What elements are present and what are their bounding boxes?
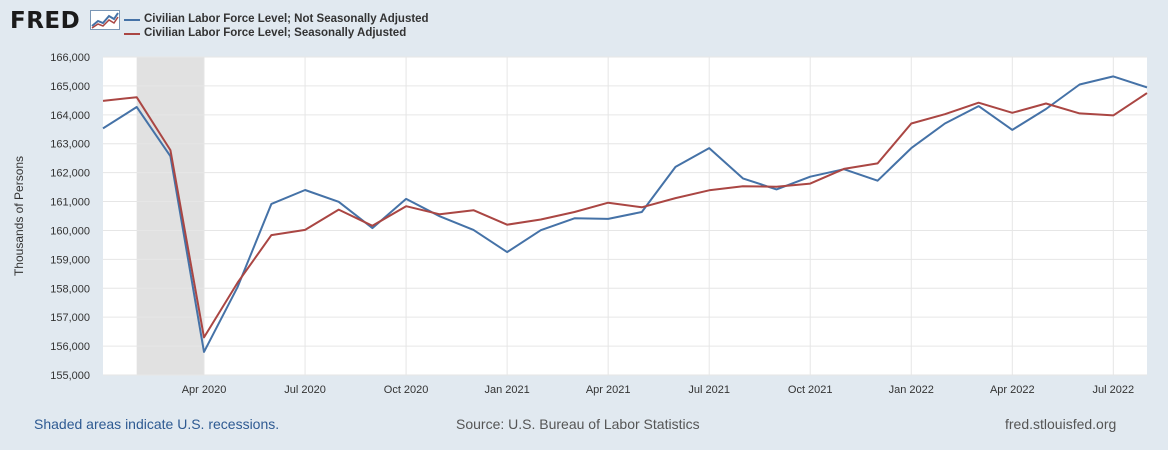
recession-note: Shaded areas indicate U.S. recessions. <box>34 416 280 432</box>
y-tick-label: 160,000 <box>50 225 90 237</box>
x-tick-label: Apr 2022 <box>990 384 1035 396</box>
recession-shading <box>136 57 205 375</box>
gridlines <box>103 56 1147 376</box>
site-link[interactable]: fred.stlouisfed.org <box>1005 416 1117 432</box>
x-tick-label: Oct 2020 <box>384 384 429 396</box>
y-tick-label: 162,000 <box>50 168 90 180</box>
x-tick-label: Apr 2021 <box>586 384 631 396</box>
legend-label-sa: Civilian Labor Force Level; Seasonally A… <box>144 27 407 39</box>
y-axis-title: Thousands of Persons <box>12 156 26 276</box>
source-note: Source: U.S. Bureau of Labor Statistics <box>456 416 700 432</box>
x-tick-label: Oct 2021 <box>788 384 833 396</box>
y-tick-label: 158,000 <box>50 283 90 295</box>
x-axis-ticks: Apr 2020 Jul 2020 Oct 2020 Jan 2021 Apr 2021… <box>182 384 1134 396</box>
series-line-0[interactable] <box>102 75 1148 353</box>
x-tick-label: Jan 2021 <box>484 384 529 396</box>
y-tick-label: 157,000 <box>50 312 90 324</box>
y-tick-label: 161,000 <box>50 197 90 209</box>
legend-item-nsa[interactable]: Civilian Labor Force Level; Not Seasonal… <box>124 12 429 26</box>
fred-logo-text: FRED <box>10 8 81 34</box>
x-tick-label: Apr 2020 <box>182 384 227 396</box>
y-tick-label: 159,000 <box>50 254 90 266</box>
y-tick-label: 155,000 <box>50 370 90 382</box>
y-tick-label: 166,000 <box>50 52 90 64</box>
legend-item-sa[interactable]: Civilian Labor Force Level; Seasonally A… <box>124 26 429 40</box>
series-line-1[interactable] <box>102 92 1148 339</box>
recession-band-0 <box>136 57 205 375</box>
x-tick-label: Jan 2022 <box>889 384 934 396</box>
chart-legend: Civilian Labor Force Level; Not Seasonal… <box>124 12 429 40</box>
legend-swatch-sa <box>124 33 140 35</box>
x-tick-label: Jul 2021 <box>688 384 730 396</box>
x-tick-label: Jul 2022 <box>1093 384 1135 396</box>
x-tick-label: Jul 2020 <box>284 384 326 396</box>
y-tick-label: 165,000 <box>50 81 90 93</box>
legend-swatch-nsa <box>124 19 140 21</box>
data-series <box>102 75 1148 353</box>
y-axis-ticks: 155,000 156,000 157,000 158,000 159,000 160,0… <box>50 52 90 382</box>
y-tick-label: 163,000 <box>50 139 90 151</box>
trend-graph-icon <box>90 10 120 30</box>
y-tick-label: 156,000 <box>50 341 90 353</box>
legend-label-nsa: Civilian Labor Force Level; Not Seasonal… <box>144 13 429 25</box>
y-tick-label: 164,000 <box>50 110 90 122</box>
